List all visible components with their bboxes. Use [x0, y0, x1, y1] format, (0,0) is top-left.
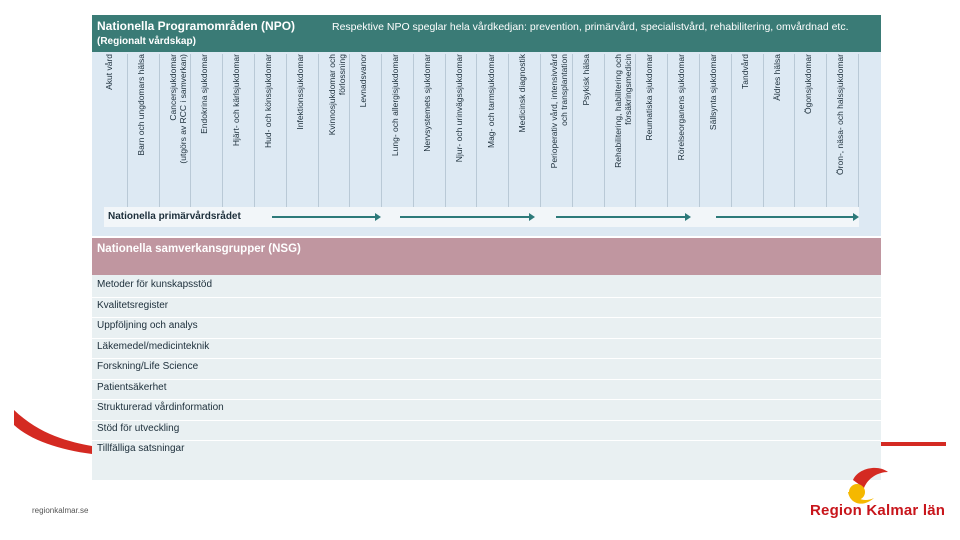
region-kalmar-logo-icon: [848, 467, 888, 504]
npo-column-label: Infektionssjukdomar: [294, 54, 305, 130]
nsg-header: Nationella samverkansgrupper (NSG): [92, 238, 881, 275]
npo-column: Infektionssjukdomar: [287, 54, 319, 208]
nsg-row: Metoder för kunskapsstöd: [97, 279, 213, 290]
npo-column: Rörelseorganens sjukdomar: [668, 54, 701, 208]
npo-column-label: Endokrina sjukdomar: [199, 54, 210, 134]
npo-column: Rehabilitering, habilitering och försäkr…: [605, 54, 637, 208]
npo-column: Akut vård: [96, 54, 128, 208]
npo-column: Medicinsk diagnostik: [509, 54, 542, 208]
npo-column-label: Kvinnosjukdomar och förlossning: [326, 54, 347, 136]
nsg-title: Nationella samverkansgrupper (NSG): [97, 243, 301, 255]
npo-column: Öron-, näsa- och halssjukdomar: [827, 54, 859, 208]
primary-care-label: Nationella primärvårdsrådet: [108, 211, 241, 222]
npo-columns-area: [92, 52, 881, 236]
npo-column: Ögonsjukdomar: [795, 54, 828, 208]
npo-column-label: Psykisk hälsa: [580, 54, 591, 106]
npo-column-label: Öron-, näsa- och halssjukdomar: [835, 54, 846, 175]
npo-column: Hjärt- och kärlsjukdomar: [223, 54, 255, 208]
row-divider: [92, 317, 881, 318]
npo-column-label: Tandvård: [739, 54, 750, 89]
row-divider: [92, 296, 881, 298]
arrow-2: [400, 213, 535, 221]
nsg-row: Patientsäkerhet: [97, 381, 167, 393]
red-accent-line: [878, 442, 946, 446]
npo-column-label: Rörelseorganens sjukdomar: [676, 54, 687, 161]
npo-column-label: Perioperativ vård, intensivvård och tran…: [548, 54, 569, 169]
nsg-row: Stöd för utveckling: [97, 422, 180, 434]
npo-subtitle: (Regionalt vårdskap): [97, 36, 196, 47]
row-divider: [92, 419, 881, 421]
nsg-rows: [92, 275, 881, 480]
npo-column-label: Rehabilitering, habilitering och försäkr…: [612, 54, 633, 168]
npo-description: Respektive NPO speglar hela vårdkedjan: …: [332, 21, 849, 33]
nsg-row: Strukturerad vårdinformation: [97, 402, 224, 413]
row-divider: [92, 378, 881, 380]
npo-column: Nervsystemets sjukdomar: [414, 54, 446, 208]
red-swoosh-decoration: [14, 410, 92, 454]
npo-column-label: Sällsynta sjukdomar: [707, 54, 718, 131]
nsg-row: Kvalitetsregister: [97, 299, 169, 311]
npo-column: Psykisk hälsa: [573, 54, 605, 208]
npo-column: Tandvård: [732, 54, 764, 208]
npo-column-label: Medicinsk diagnostik: [517, 54, 528, 133]
nsg-row: Uppföljning och analys: [97, 320, 198, 331]
npo-column-label: Cancersjukdomar (utgörs av RCC i samverk…: [167, 54, 188, 164]
arrow-1: [272, 213, 381, 221]
row-divider: [92, 399, 881, 400]
npo-header: Nationella Programområden (NPO) (Regiona…: [92, 15, 881, 52]
row-divider: [92, 358, 881, 359]
npo-column: Cancersjukdomar (utgörs av RCC i samverk…: [160, 54, 192, 208]
npo-column-label: Levnadsvanor: [358, 54, 369, 108]
npo-column: Barn och ungdomars hälsa: [128, 54, 160, 208]
npo-column-label: Hjärt- och kärlsjukdomar: [231, 54, 242, 147]
npo-column: Lung- och allergisjukdomar: [382, 54, 414, 208]
npo-column: Njur- och urinvägssjukdomar: [446, 54, 478, 208]
npo-column-label: Ögonsjukdomar: [803, 54, 814, 115]
npo-title: Nationella Programområden (NPO): [97, 19, 296, 33]
npo-column: Hud- och könssjukdomar: [255, 54, 287, 208]
npo-column-label: Lung- och allergisjukdomar: [390, 54, 401, 157]
npo-column: Perioperativ vård, intensivvård och tran…: [541, 54, 573, 208]
row-divider: [92, 440, 881, 441]
nsg-row: Tillfälliga satsningar: [97, 443, 185, 454]
npo-column: Kvinnosjukdomar och förlossning: [319, 54, 351, 208]
npo-column-label: Nervsystemets sjukdomar: [421, 54, 432, 152]
npo-column: Äldres hälsa: [764, 54, 796, 208]
npo-column: Mag- och tarmsjukdomar: [478, 54, 510, 208]
npo-column: Endokrina sjukdomar: [191, 54, 224, 208]
npo-column-label: Njur- och urinvägssjukdomar: [453, 54, 464, 163]
nsg-row: Forskning/Life Science: [97, 361, 199, 372]
npo-column-label: Mag- och tarmsjukdomar: [485, 54, 496, 149]
npo-column-label: Hud- och könssjukdomar: [262, 54, 273, 149]
npo-column-label: Barn och ungdomars hälsa: [135, 54, 146, 156]
npo-column-label: Äldres hälsa: [771, 54, 782, 101]
npo-column: Reumatiska sjukdomar: [636, 54, 669, 208]
arrow-3: [556, 213, 691, 221]
nsg-row: Läkemedel/medicinteknik: [97, 340, 210, 352]
npo-column-label: Reumatiska sjukdomar: [644, 54, 655, 141]
npo-column: Levnadsvanor: [350, 54, 383, 208]
arrow-4: [716, 213, 859, 221]
row-divider: [92, 337, 881, 339]
logo-text: Region Kalmar län: [810, 502, 946, 519]
npo-column: Sällsynta sjukdomar: [700, 54, 732, 208]
npo-column-label: Akut vård: [103, 54, 114, 90]
footer-url[interactable]: regionkalmar.se: [32, 506, 89, 515]
